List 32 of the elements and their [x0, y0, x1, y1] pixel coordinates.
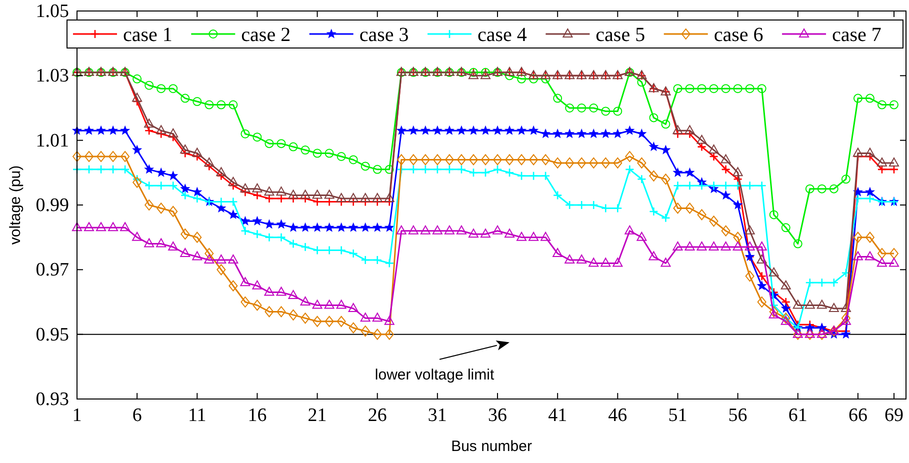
annotation: lower voltage limit: [374, 366, 495, 384]
x-tick-label: 41: [548, 405, 568, 426]
x-tick-label: 1: [72, 405, 82, 426]
legend-label: case 4: [478, 24, 527, 46]
x-tick-label: 6: [132, 405, 142, 426]
y-tick-label: 0.95: [36, 324, 69, 346]
x-tick-label: 26: [368, 405, 387, 426]
legend-label: case 6: [714, 24, 764, 46]
x-tick-label: 16: [248, 405, 267, 426]
legend-label: case 2: [241, 24, 291, 46]
y-axis-title: voltage (pu): [7, 165, 24, 245]
x-tick-label: 46: [608, 405, 628, 426]
y-tick-label: 0.99: [36, 195, 69, 216]
x-tick-label: 11: [188, 405, 206, 426]
y-tick-label: 0.93: [36, 389, 69, 410]
x-tick-label: 66: [848, 405, 868, 426]
y-tick-label: 0.97: [36, 260, 69, 281]
y-tick-label: 1.03: [36, 66, 69, 87]
x-tick-label: 56: [728, 405, 748, 426]
x-tick-label: 31: [428, 405, 447, 426]
x-tick-label: 51: [668, 405, 688, 426]
x-tick-label: 21: [308, 405, 327, 426]
y-tick-label: 1.01: [36, 130, 69, 152]
legend-label: case 5: [596, 24, 646, 46]
legend-label: case 1: [123, 24, 172, 46]
y-tick-label: 1.05: [36, 1, 69, 22]
x-tick-label: 69: [884, 405, 904, 426]
legend-label: case 3: [359, 24, 409, 46]
legend-label: case 7: [832, 24, 882, 46]
x-tick-label: 61: [788, 405, 808, 426]
x-axis-title: Bus number: [451, 438, 532, 455]
x-tick-label: 36: [488, 405, 508, 426]
